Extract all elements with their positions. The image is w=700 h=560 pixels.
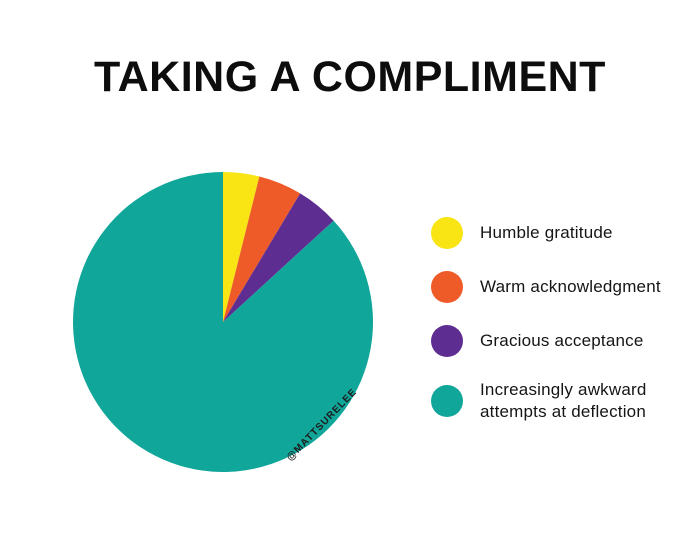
- pie-slice-3: [73, 172, 373, 472]
- legend-swatch-circle-icon: [431, 384, 463, 417]
- pie-slice-0: [223, 172, 260, 322]
- legend: Humble gratitude Warm acknowledgment Gra…: [431, 217, 665, 423]
- legend-swatch-circle-icon: [431, 271, 463, 303]
- legend-item: Humble gratitude: [431, 217, 665, 249]
- pie-svg: [73, 172, 373, 472]
- legend-label: Increasingly awkward attempts at deflect…: [480, 380, 647, 421]
- legend-label: Gracious acceptance: [480, 331, 644, 351]
- legend-item: Warm acknowledgment: [431, 271, 665, 303]
- pie-slice-1: [223, 176, 301, 322]
- chart-title: TAKING A COMPLIMENT: [94, 53, 606, 101]
- legend-item: Gracious acceptance: [431, 325, 665, 357]
- pie-chart: [73, 172, 373, 472]
- legend-swatch-circle-icon: [431, 217, 463, 249]
- legend-label: Humble gratitude: [480, 223, 613, 243]
- pie-slice-2: [223, 193, 334, 322]
- legend-item: Increasingly awkward attempts at deflect…: [431, 379, 665, 423]
- legend-swatch-circle-icon: [431, 325, 463, 357]
- legend-label: Warm acknowledgment: [480, 277, 661, 297]
